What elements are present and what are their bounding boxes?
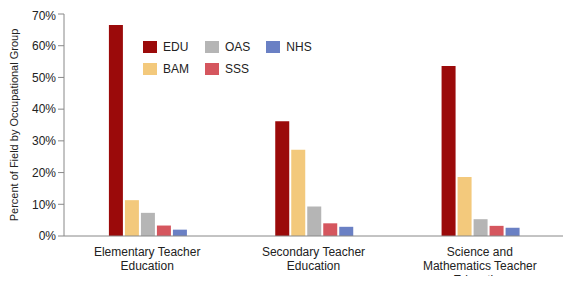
svg-text:Science andMathematics Teacher: Science andMathematics TeacherEducation (423, 245, 537, 276)
svg-text:40%: 40% (32, 102, 56, 116)
html-text:OAS: OAS (225, 40, 251, 54)
html-text:EDU: EDU (163, 40, 189, 54)
html-text:SSS: SSS (225, 62, 249, 76)
svg-text:10%: 10% (32, 198, 56, 212)
svg-text:0%: 0% (39, 229, 57, 243)
svg-text:70%: 70% (32, 9, 56, 23)
svg-text:Secondary TeacherEducation: Secondary TeacherEducation (262, 245, 365, 273)
svg-text:50%: 50% (32, 71, 56, 85)
svg-text:30%: 30% (32, 134, 56, 148)
html-text:NHS: NHS (286, 40, 312, 54)
html-text:BAM: BAM (163, 62, 189, 76)
svg-text:Percent of Field by Occupation: Percent of Field by Occupational Group (8, 29, 20, 222)
svg-text:Elementary TeacherEducation: Elementary TeacherEducation (94, 245, 201, 273)
svg-text:60%: 60% (32, 39, 56, 53)
svg-text:20%: 20% (32, 166, 56, 180)
